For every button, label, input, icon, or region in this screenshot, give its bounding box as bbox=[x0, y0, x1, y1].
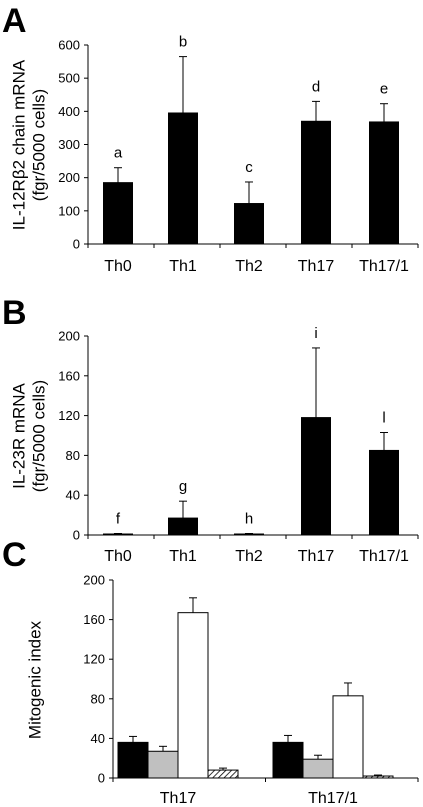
bar bbox=[147, 750, 179, 779]
y-tick-label: 0 bbox=[73, 237, 80, 252]
bar bbox=[272, 741, 304, 779]
category-label: Th0 bbox=[104, 548, 132, 565]
significance-label: c bbox=[245, 159, 253, 176]
y-tick-label: 80 bbox=[66, 448, 80, 463]
bar bbox=[168, 517, 198, 536]
category-label: Th17/1 bbox=[359, 258, 409, 275]
significance-label: i bbox=[314, 325, 317, 342]
significance-label: d bbox=[312, 78, 320, 95]
panel-letter: C bbox=[2, 536, 27, 574]
y-tick-label: 600 bbox=[58, 38, 80, 53]
y-tick-label: 160 bbox=[83, 612, 105, 627]
bar bbox=[103, 533, 133, 536]
bar bbox=[301, 417, 331, 536]
y-axis-label: (fgr/5000 cells) bbox=[29, 89, 48, 201]
bar bbox=[369, 121, 399, 245]
y-tick-label: 40 bbox=[91, 731, 105, 746]
significance-label: a bbox=[114, 145, 123, 162]
bar bbox=[177, 612, 209, 779]
y-axis-label: (fgr/5000 cells) bbox=[29, 380, 48, 492]
y-tick-label: 500 bbox=[58, 71, 80, 86]
y-tick-label: 40 bbox=[66, 488, 80, 503]
significance-label: e bbox=[380, 81, 388, 98]
significance-label: h bbox=[245, 511, 253, 528]
y-tick-label: 100 bbox=[58, 203, 80, 218]
bar bbox=[103, 182, 133, 245]
y-axis-label: IL-23R mRNA bbox=[9, 382, 28, 488]
y-tick-label: 0 bbox=[98, 771, 105, 786]
bar bbox=[332, 695, 364, 779]
bar bbox=[369, 449, 399, 536]
y-axis-label: IL-12Rβ2 chain mRNA bbox=[9, 59, 28, 230]
significance-label: g bbox=[179, 478, 187, 495]
panel-letter: B bbox=[2, 294, 27, 332]
y-tick-label: 160 bbox=[58, 368, 80, 383]
y-tick-label: 200 bbox=[83, 573, 105, 588]
y-tick-label: 400 bbox=[58, 104, 80, 119]
y-tick-label: 0 bbox=[73, 528, 80, 543]
y-tick-label: 120 bbox=[58, 408, 80, 423]
bar bbox=[302, 758, 334, 779]
bar bbox=[362, 775, 394, 779]
y-axis-label: Mitogenic index bbox=[25, 620, 44, 739]
bar bbox=[117, 741, 149, 779]
bar bbox=[301, 120, 331, 245]
y-tick-label: 200 bbox=[58, 170, 80, 185]
category-label: Th17 bbox=[160, 790, 197, 807]
bar bbox=[168, 112, 198, 245]
category-label: Th2 bbox=[235, 548, 263, 565]
bar bbox=[234, 203, 264, 245]
category-label: Th17 bbox=[298, 548, 335, 565]
category-label: Th1 bbox=[169, 258, 197, 275]
category-label: Th2 bbox=[235, 258, 263, 275]
y-tick-label: 200 bbox=[58, 329, 80, 344]
bar bbox=[207, 769, 239, 779]
significance-label: f bbox=[116, 511, 121, 528]
category-label: Th17/1 bbox=[359, 548, 409, 565]
y-tick-label: 300 bbox=[58, 137, 80, 152]
significance-label: l bbox=[382, 410, 385, 427]
panel-c: C Mitogenic index 0 40 80 120 160 200 Th17 Th17/1 bbox=[2, 536, 419, 807]
panel-letter: A bbox=[2, 2, 27, 40]
category-label: Th17 bbox=[298, 258, 335, 275]
y-tick-label: 80 bbox=[91, 691, 105, 706]
y-tick-label: 120 bbox=[83, 652, 105, 667]
category-label: Th0 bbox=[104, 258, 132, 275]
bar bbox=[234, 533, 264, 536]
panel-b: B IL-23R mRNA (fgr/5000 cells) 0 40 80 120 160 2… bbox=[2, 294, 419, 565]
panel-a: A IL-12Rβ2 chain mRNA (fgr/5000 cells) 0 100… bbox=[2, 2, 419, 275]
significance-label: b bbox=[179, 34, 187, 51]
category-label: Th17/1 bbox=[308, 790, 358, 807]
category-label: Th1 bbox=[169, 548, 197, 565]
